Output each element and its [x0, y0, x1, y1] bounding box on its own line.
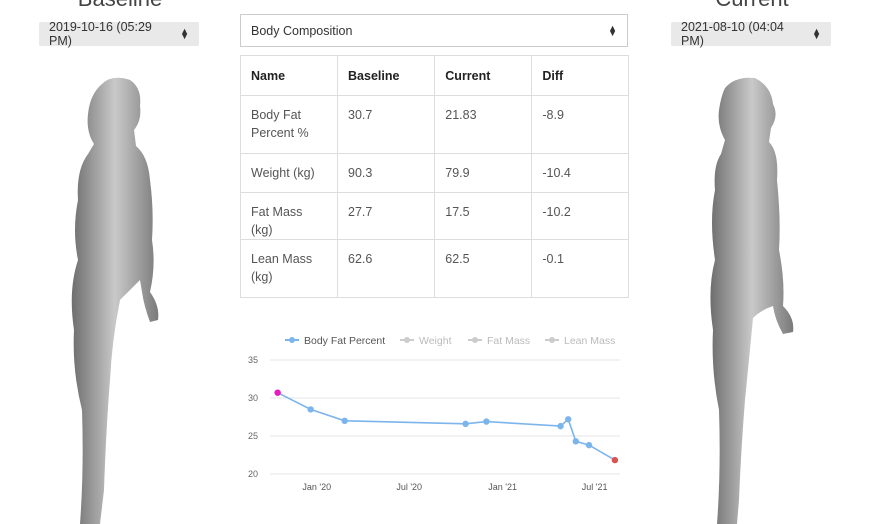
comparison-table: Name Baseline Current Diff Body Fat Perc… — [239, 55, 629, 298]
current-date-select[interactable]: 2021-08-10 (04:04 PM) ▲ ▼ — [671, 20, 831, 48]
body-fat-chart: Body Fat Percent Weight Fat Mass Lean Mass 2… — [248, 335, 620, 492]
table-row: Body Fat Percent % 30.7 21.83 -8.9 — [239, 95, 629, 154]
baseline-title: Baseline — [20, 0, 220, 12]
legend-label-3: Lean Mass — [564, 335, 615, 347]
x-tick-label: Jul '20 — [396, 482, 422, 492]
y-tick-label: 20 — [248, 469, 258, 479]
view-select[interactable]: Body Composition ▲ ▼ — [240, 14, 628, 47]
legend-marker-2 — [472, 337, 478, 343]
data-point — [307, 406, 314, 413]
y-tick-label: 25 — [248, 431, 258, 441]
x-tick-label: Jul '21 — [582, 482, 608, 492]
data-point — [572, 438, 580, 445]
cell-baseline: 62.6 — [337, 239, 436, 298]
cell-current: 17.5 — [434, 192, 533, 240]
cell-baseline: 30.7 — [337, 95, 436, 154]
cell-diff: -8.9 — [531, 95, 629, 154]
baseline-date-value: 2019-10-16 (05:29 PM) — [49, 20, 152, 48]
cell-baseline: 90.3 — [337, 153, 436, 193]
view-select-value: Body Composition — [251, 23, 353, 38]
data-point — [274, 389, 281, 396]
cell-current: 62.5 — [434, 239, 533, 298]
y-tick-label: 35 — [248, 355, 258, 365]
current-body-scan-image[interactable] — [695, 70, 815, 524]
data-point — [585, 441, 593, 449]
table-row: Weight (kg) 90.3 79.9 -10.4 — [239, 153, 629, 193]
current-date-value: 2021-08-10 (04:04 PM) — [681, 20, 784, 48]
cell-diff: -10.2 — [531, 192, 629, 240]
legend-marker-0 — [289, 337, 295, 343]
legend-marker-1 — [404, 337, 410, 343]
cell-diff: -10.4 — [531, 153, 629, 193]
data-point — [611, 456, 619, 464]
cell-current: 79.9 — [434, 153, 533, 193]
baseline-body-scan-image[interactable] — [60, 70, 180, 524]
current-title: Current — [652, 0, 852, 12]
column-header-diff: Diff — [531, 55, 629, 96]
data-point — [483, 418, 490, 425]
table-header-row: Name Baseline Current Diff — [239, 55, 629, 96]
legend-marker-3 — [549, 337, 555, 343]
data-point — [462, 420, 469, 428]
y-tick-label: 30 — [248, 393, 258, 403]
table-row: Lean Mass (kg) 62.6 62.5 -0.1 — [239, 239, 629, 298]
legend-label-1: Weight — [419, 335, 452, 347]
cell-current: 21.83 — [434, 95, 533, 154]
cell-name: Fat Mass (kg) — [239, 192, 339, 240]
series-line-body-fat — [277, 391, 616, 461]
x-tick-label: Jan '20 — [302, 482, 331, 492]
cell-name: Weight (kg) — [239, 153, 339, 193]
column-header-current: Current — [434, 55, 533, 96]
cell-name: Body Fat Percent % — [239, 95, 339, 154]
cell-name: Lean Mass (kg) — [239, 239, 339, 298]
column-header-baseline: Baseline — [337, 55, 436, 96]
select-caret-icon: ▲ ▼ — [608, 22, 617, 38]
cell-diff: -0.1 — [531, 239, 629, 298]
data-point — [341, 417, 348, 424]
data-point — [564, 416, 572, 423]
select-caret-icon: ▲ ▼ — [180, 26, 189, 41]
cell-baseline: 27.7 — [337, 192, 436, 240]
data-point — [557, 422, 564, 430]
table-row: Fat Mass (kg) 27.7 17.5 -10.2 — [239, 192, 629, 240]
select-caret-icon: ▲ ▼ — [812, 26, 821, 41]
column-header-name: Name — [239, 55, 339, 96]
baseline-date-select[interactable]: 2019-10-16 (05:29 PM) ▲ ▼ — [39, 20, 199, 48]
x-tick-label: Jan '21 — [488, 482, 517, 492]
legend-label-2: Fat Mass — [487, 335, 530, 347]
legend-label-0: Body Fat Percent — [304, 335, 385, 347]
